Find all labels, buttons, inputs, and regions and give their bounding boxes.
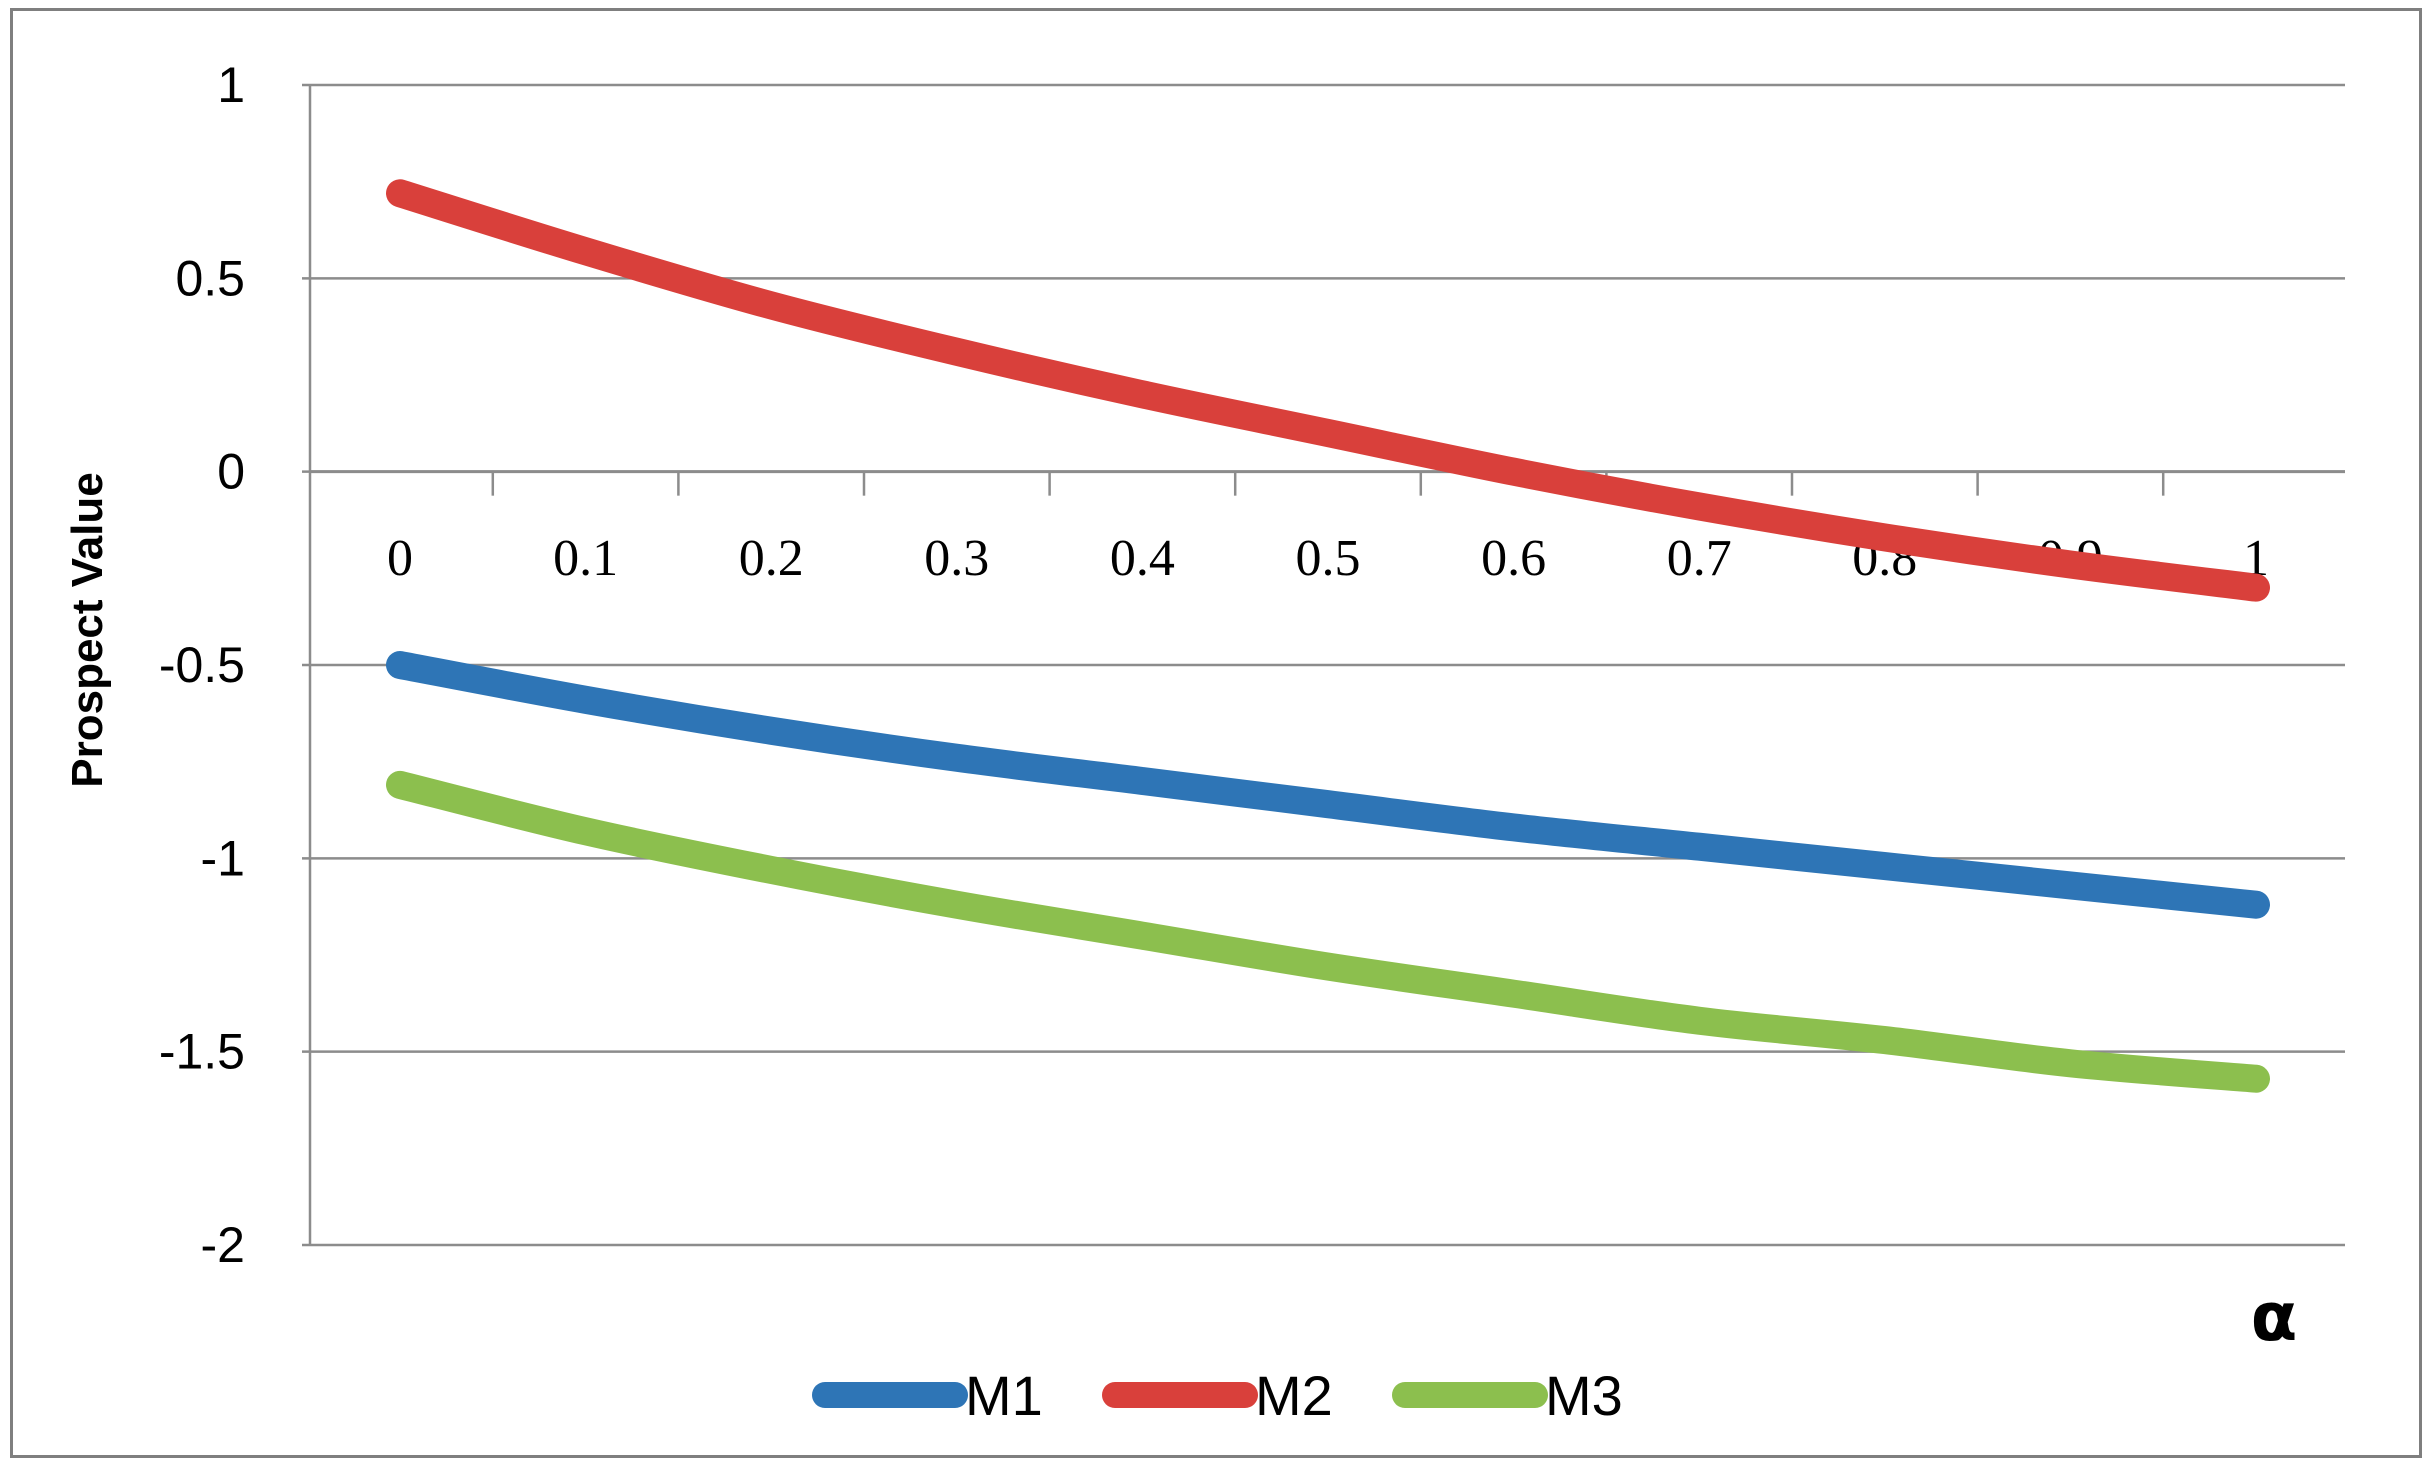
x-tick-label-1: 0.1 [553, 530, 618, 587]
x-tick-label-6: 0.6 [1481, 530, 1546, 587]
y-tick-label-4: -1 [201, 830, 245, 886]
y-tick-label-2: 0 [217, 444, 245, 500]
legend-label-m3: M3 [1545, 1364, 1623, 1427]
y-tick-label-3: -0.5 [159, 637, 245, 693]
x-tick-label-0: 0 [387, 530, 413, 587]
series-line-m1 [386, 651, 2270, 919]
series-line-m2 [386, 179, 2270, 602]
axes [308, 85, 2345, 1245]
legend-label-m2: M2 [1255, 1364, 1333, 1427]
y-tick-label-6: -2 [201, 1217, 245, 1273]
y-tick-labels: 1 0.5 0 -0.5 -1 -1.5 -2 [159, 57, 245, 1273]
series-lines [386, 179, 2270, 1093]
x-tick-label-3: 0.3 [924, 530, 989, 587]
y-tick-label-1: 0.5 [175, 250, 245, 306]
legend-label-m1: M1 [965, 1364, 1043, 1427]
x-tick-label-5: 0.5 [1296, 530, 1361, 587]
y-tick-label-0: 1 [217, 57, 245, 113]
chart-frame [10, 8, 2422, 1458]
x-tick-labels: 0 0.1 0.2 0.3 0.4 0.5 0.6 0.7 0.8 0.9 1 [387, 530, 2269, 587]
x-axis-label: α [2251, 1278, 2298, 1357]
x-tick-label-2: 0.2 [739, 530, 804, 587]
x-tick-label-4: 0.4 [1110, 530, 1175, 587]
legend: M1 M2 M3 [812, 1364, 1623, 1427]
y-axis-label: Prospect Value [63, 472, 112, 787]
y-tick-label-5: -1.5 [159, 1024, 245, 1080]
series-line-m3 [386, 770, 2270, 1093]
x-tick-label-7: 0.7 [1667, 530, 1732, 587]
